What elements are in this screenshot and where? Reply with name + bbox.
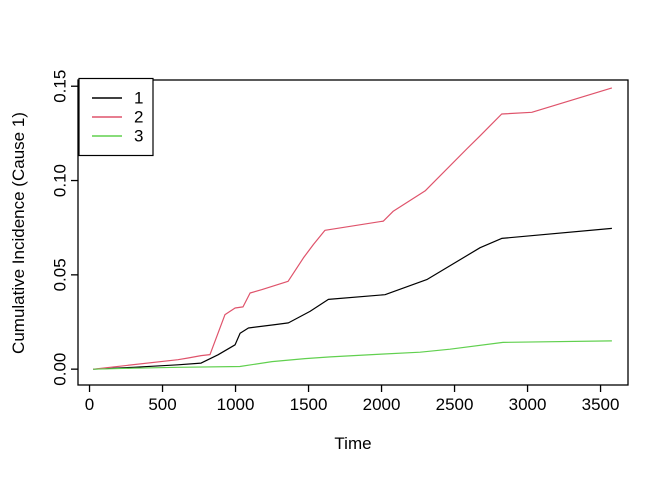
x-tick-label: 2500 <box>436 395 474 414</box>
y-tick-label: 0.15 <box>51 70 70 103</box>
legend-label-1: 1 <box>134 89 143 108</box>
legend-label-3: 3 <box>134 127 143 146</box>
y-tick-label: 0.10 <box>51 164 70 197</box>
y-tick-label: 0.05 <box>51 258 70 291</box>
series-line-2 <box>93 87 613 370</box>
x-axis-title: Time <box>334 434 372 453</box>
x-tick-label: 3500 <box>582 395 620 414</box>
plot-frame <box>77 79 629 386</box>
x-tick-label: 3000 <box>509 395 547 414</box>
y-axis-title: Cumulative Incidence (Cause 1) <box>9 112 28 354</box>
series-line-1 <box>93 227 612 370</box>
x-tick-label: 1000 <box>217 395 255 414</box>
series-line-3 <box>93 340 612 370</box>
x-tick-label: 2000 <box>363 395 401 414</box>
legend-label-2: 2 <box>134 108 143 127</box>
x-tick-label: 0 <box>85 395 94 414</box>
y-tick-label: 0.00 <box>51 353 70 386</box>
x-tick-label: 1500 <box>290 395 328 414</box>
x-tick-label: 500 <box>148 395 176 414</box>
